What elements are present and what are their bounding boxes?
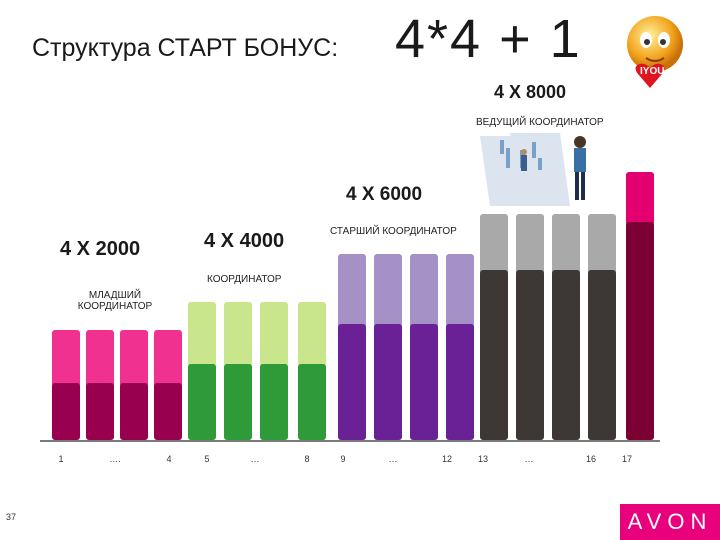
- bar-8-upper: [298, 302, 326, 368]
- tick-label: 16: [585, 454, 596, 464]
- bar-13-lower: [480, 270, 508, 440]
- bar-6-lower: [224, 364, 252, 440]
- tick-label: ….: [109, 454, 121, 464]
- bar-11-upper: [410, 254, 438, 328]
- tick-label: 8: [304, 454, 310, 464]
- emoji-heart-icon: [622, 8, 688, 100]
- bar-7-lower: [260, 364, 288, 440]
- bar-10-lower: [374, 324, 402, 440]
- bar-8-lower: [298, 364, 326, 440]
- bar-5-upper: [188, 302, 216, 368]
- tick-label: 13: [477, 454, 488, 464]
- avon-logo: AVON: [620, 504, 720, 540]
- bar-1-lower: [52, 383, 80, 440]
- level-2-role: КООРДИНАТОР: [207, 274, 282, 285]
- emoji-label: IYOU: [640, 66, 665, 77]
- tick-label: 5: [204, 454, 210, 464]
- bar-5-lower: [188, 364, 216, 440]
- footer: [0, 500, 720, 540]
- bar-3-upper: [120, 330, 148, 387]
- level-3-amount: 4 X 6000: [346, 184, 423, 205]
- tick-label: 9: [340, 454, 346, 464]
- level-2-amount: 4 X 4000: [204, 230, 285, 252]
- tick-label: …: [524, 454, 534, 464]
- bar-6-upper: [224, 302, 252, 368]
- level-1-role: МЛАДШИЙ КООРДИНАТОР: [77, 290, 153, 312]
- slide-title: Структура СТАРТ БОНУС:: [32, 34, 339, 62]
- level-3-role: СТАРШИЙ КООРДИНАТОР: [330, 226, 457, 237]
- level-4-role: ВЕДУЩИЙ КООРДИНАТОР: [476, 117, 604, 128]
- tick-label: …: [250, 454, 260, 464]
- bar-12-upper: [446, 254, 474, 328]
- bar-14-lower: [516, 270, 544, 440]
- bar-9-upper: [338, 254, 366, 328]
- bar-12-lower: [446, 324, 474, 440]
- bar-2-lower: [86, 383, 114, 440]
- bar-1-upper: [52, 330, 80, 387]
- bar-15-lower: [552, 270, 580, 440]
- bar-14-upper: [516, 214, 544, 274]
- bar-11-lower: [410, 324, 438, 440]
- bar-3-lower: [120, 383, 148, 440]
- bar-15-upper: [552, 214, 580, 274]
- tick-label: 4: [166, 454, 172, 464]
- tick-label: 1: [58, 454, 64, 464]
- chart-baseline: [40, 440, 660, 442]
- tick-label: …: [388, 454, 398, 464]
- bar-10-upper: [374, 254, 402, 328]
- bar-9-lower: [338, 324, 366, 440]
- bar-7-upper: [260, 302, 288, 368]
- bar-2-upper: [86, 330, 114, 387]
- level-4-amount: 4 X 8000: [494, 82, 567, 102]
- tick-label: 17: [621, 454, 632, 464]
- bar-17-lower: [626, 222, 654, 440]
- bar-16-upper: [588, 214, 616, 274]
- bar-4-upper: [154, 330, 182, 387]
- bar-4-lower: [154, 383, 182, 440]
- page-number: 37: [6, 512, 17, 522]
- bar-17-upper: [626, 172, 654, 226]
- level-1-amount: 4 X 2000: [60, 238, 141, 260]
- bar-13-upper: [480, 214, 508, 274]
- business-women-illustration: [480, 128, 605, 208]
- bonus-formula: 4*4 + 1: [395, 9, 582, 69]
- bar-16-lower: [588, 270, 616, 440]
- tick-label: 12: [441, 454, 452, 464]
